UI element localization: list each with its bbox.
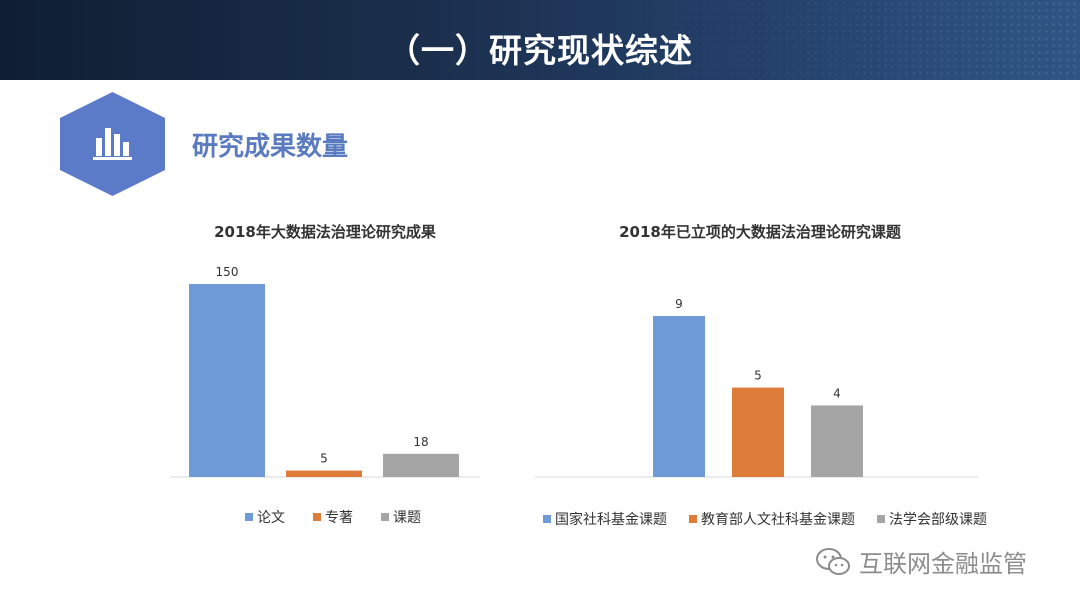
chart-2-data-label-1: 9 [675,297,683,311]
legend-swatch [313,513,321,521]
legend-label: 论文 [257,510,285,526]
chart-1-bar-3 [383,453,459,477]
legend-swatch [689,515,697,523]
chart-2-legend: 国家社科基金课题 教育部人文社科基金课题 法学会部级课题 [543,509,987,529]
watermark-text: 互联网金融监管 [859,550,1027,578]
section-title: 研究成果数量 [192,132,349,162]
legend-label: 课题 [393,510,421,526]
chart-1-title: 2018年大数据法治理论研究成果 [214,223,436,241]
page-title: （一）研究现状综述 [387,31,693,70]
watermark: 互联网金融监管 [815,544,1027,579]
legend-swatch [245,513,253,521]
chart-1: 150 5 18 [170,265,480,478]
legend-label: 教育部人文社科基金课题 [701,512,855,528]
legend-swatch [381,513,389,521]
chart-2-data-label-3: 4 [833,386,841,400]
chart-2-title: 2018年已立项的大数据法治理论研究课题 [619,223,901,241]
chart-2-legend-item-1: 国家社科基金课题 [543,509,667,529]
chart-2-data-label-2: 5 [754,369,762,383]
chart-2-bar-3 [811,405,863,477]
legend-swatch [543,515,551,523]
chart-1-bar-1 [189,284,265,477]
chart-1-data-label-3: 18 [413,435,428,449]
chart-2-bar-2 [732,387,784,477]
header-bar: （一）研究现状综述 [0,0,1080,80]
hexagon-shape [60,92,165,196]
chart-1-legend-item-1: 论文 [245,507,285,527]
chart-1-legend-item-2: 专著 [313,507,353,527]
wechat-icon [816,547,850,575]
legend-swatch [877,515,885,523]
legend-label: 国家社科基金课题 [555,512,667,528]
chart-1-bar-2 [286,470,362,477]
chart-2-bar-1 [653,316,705,477]
section-hexagon [60,92,165,196]
legend-label: 专著 [325,510,353,526]
chart-1-legend: 论文 专著 课题 [245,507,421,527]
legend-label: 法学会部级课题 [889,512,987,528]
chart-2-legend-item-3: 法学会部级课题 [877,509,987,529]
chart-2: 9 5 4 [535,297,978,478]
chart-1-legend-item-3: 课题 [381,507,421,527]
bar-chart-icon [93,128,132,160]
chart-1-data-label-2: 5 [320,452,328,466]
chart-1-data-label-1: 150 [216,265,239,279]
chart-2-legend-item-2: 教育部人文社科基金课题 [689,509,855,529]
